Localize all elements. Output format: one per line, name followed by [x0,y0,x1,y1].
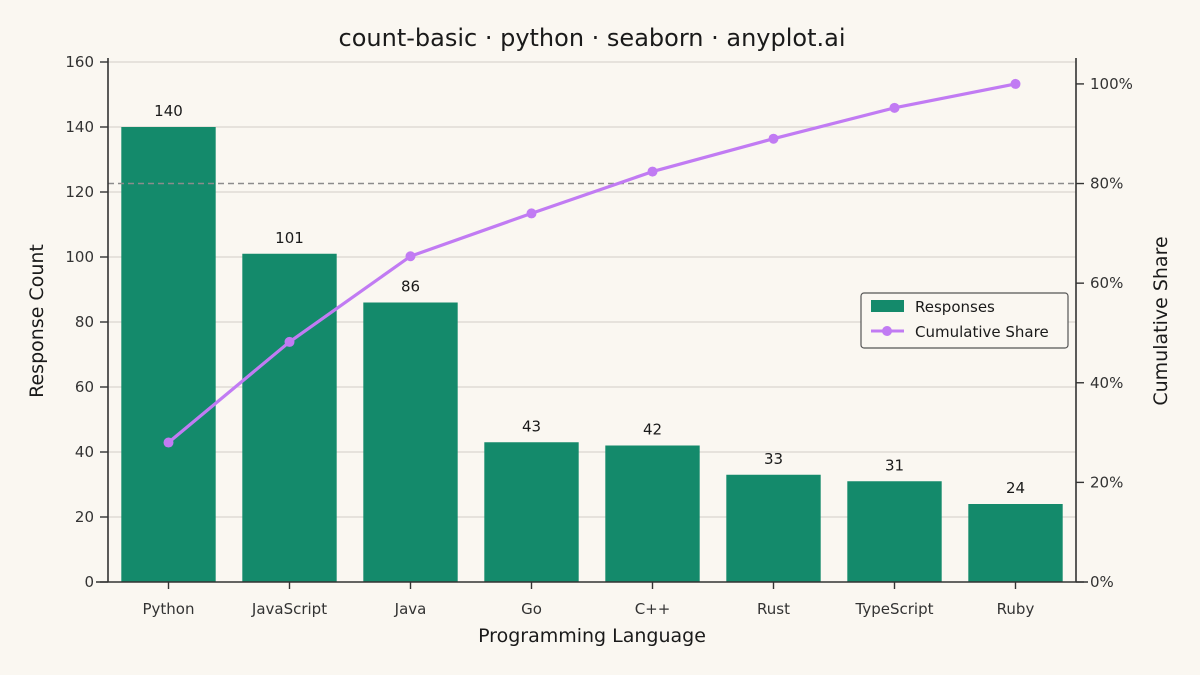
legend-label-cumulative-share: Cumulative Share [915,323,1049,341]
y-axis-title: Response Count [26,244,48,398]
cumulative-share-point [768,133,779,144]
bar-go [484,442,579,582]
bar-javascript [242,253,337,582]
x-tick-label: TypeScript [855,600,934,618]
x-tick-label: Rust [757,600,790,618]
cumulative-share-point [405,251,416,262]
y2-tick-label: 100% [1090,75,1133,93]
x-tick-label: Java [394,600,427,618]
y2-tick-label: 80% [1090,175,1123,193]
bars: 140 101 86 43 42 33 31 24 [121,102,1063,582]
bar-value-label: 140 [154,102,183,120]
x-tick-label: Go [521,600,542,618]
y-tick-label: 80 [75,313,94,331]
bar-java [363,302,458,582]
legend-frame [860,292,1069,349]
legend: Responses Cumulative Share [860,292,1069,349]
y-tick-label: 120 [65,183,94,201]
bar-value-label: 33 [764,450,783,468]
bar-value-label: 31 [885,456,904,474]
chart-title: count-basic · python · seaborn · anyplot… [339,24,846,52]
bar-value-label: 24 [1006,479,1025,497]
cumulative-share-point [284,336,295,347]
y2-tick-label: 20% [1090,473,1123,491]
x-axis-title: Programming Language [478,625,706,647]
y2-tick-label: 0% [1090,573,1114,591]
bar-value-label: 101 [275,229,304,247]
x-tick-label: C++ [635,600,671,618]
cumulative-share-point [526,208,537,219]
bar-c- [605,445,700,582]
bar-rust [726,474,821,582]
cumulative-line-group [163,78,1021,448]
y-tick-label: 40 [75,443,94,461]
y2-tick-label: 40% [1090,374,1123,392]
y-tick-label: 100 [65,248,94,266]
x-tick-label: Python [143,600,195,618]
y-tick-label: 20 [75,508,94,526]
y-tick-label: 160 [65,53,94,71]
bar-ruby [968,504,1063,582]
cumulative-share-point [889,102,900,113]
y2-tick-label: 60% [1090,274,1123,292]
cumulative-share-point [163,437,174,448]
bar-value-label: 86 [401,278,420,296]
bar-value-label: 43 [522,417,541,435]
cumulative-share-point [647,166,658,177]
axes: 0 20 40 60 80 100 120 140 160 0% 20% 40% 60% 80% 100% P… [65,53,1133,618]
x-tick-label: Ruby [997,600,1035,618]
cumulative-share-line [167,82,1016,444]
bar-value-label: 42 [643,421,662,439]
cumulative-share-point [1010,78,1021,89]
y-tick-label: 140 [65,118,94,136]
bar-typescript [847,481,942,582]
y2-axis-title: Cumulative Share [1150,236,1172,405]
legend-label-responses: Responses [915,298,995,316]
x-tick-label: JavaScript [251,600,327,618]
y-tick-label: 0 [84,573,94,591]
legend-swatch-responses [871,300,904,312]
y-tick-label: 60 [75,378,94,396]
bar-python [121,127,216,582]
legend-marker-cumulative-share [882,326,892,336]
